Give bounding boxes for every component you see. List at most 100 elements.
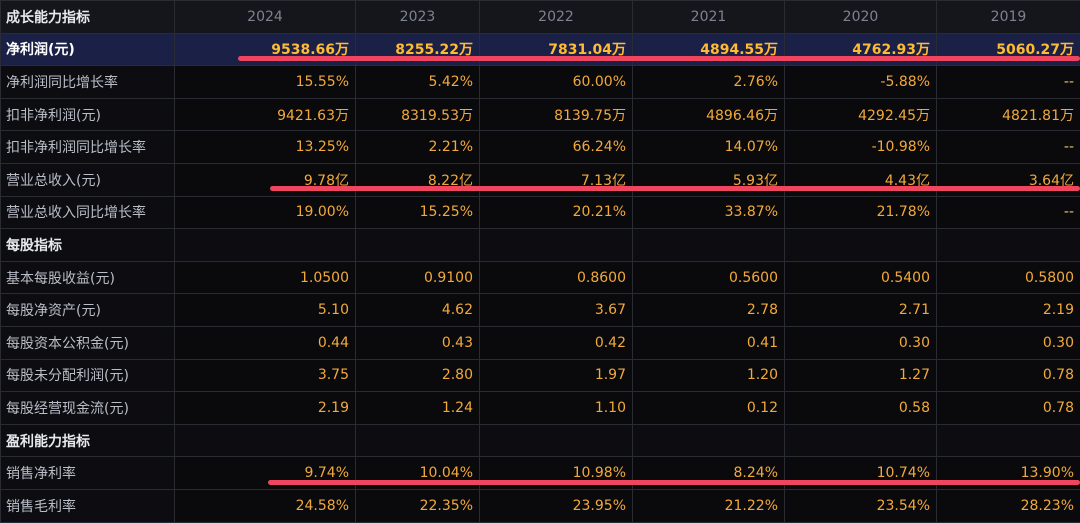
value-cell: 0.5800 [937, 261, 1080, 294]
value-cell: 0.78 [937, 392, 1080, 425]
value-cell: 1.10 [480, 392, 633, 425]
value-cell: 0.58 [785, 392, 937, 425]
value-cell: 8139.75万 [480, 98, 633, 131]
value-cell: 0.30 [785, 326, 937, 359]
header-label: 成长能力指标 [1, 1, 175, 34]
value-cell: 0.5600 [633, 261, 785, 294]
empty-cell [356, 229, 480, 262]
value-cell: 7.13亿 [480, 163, 633, 196]
empty-cell [937, 424, 1080, 457]
value-cell: 2.71 [785, 294, 937, 327]
row-label: 营业总收入(元) [1, 163, 175, 196]
value-cell: 0.78 [937, 359, 1080, 392]
value-cell: 23.54% [785, 489, 937, 522]
value-cell: 22.35% [356, 489, 480, 522]
section-title: 每股指标 [1, 229, 175, 262]
empty-cell [175, 229, 356, 262]
value-cell: 3.75 [175, 359, 356, 392]
row-label: 扣非净利润同比增长率 [1, 131, 175, 164]
value-cell: 9.78亿 [175, 163, 356, 196]
value-cell: 0.9100 [356, 261, 480, 294]
value-cell: 15.55% [175, 66, 356, 99]
row-label: 净利润同比增长率 [1, 66, 175, 99]
value-cell: 3.67 [480, 294, 633, 327]
value-cell: 0.12 [633, 392, 785, 425]
empty-cell [480, 229, 633, 262]
value-cell: 1.27 [785, 359, 937, 392]
value-cell: -- [937, 196, 1080, 229]
value-cell: 21.22% [633, 489, 785, 522]
header-year[interactable]: 2023 [356, 1, 480, 34]
row-label: 扣非净利润(元) [1, 98, 175, 131]
value-cell: 4292.45万 [785, 98, 937, 131]
value-cell: 2.80 [356, 359, 480, 392]
value-cell: 13.25% [175, 131, 356, 164]
row-label: 基本每股收益(元) [1, 261, 175, 294]
header-year[interactable]: 2024 [175, 1, 356, 34]
section-row: 每股指标 [1, 229, 1080, 262]
row-label: 每股资本公积金(元) [1, 326, 175, 359]
value-cell: -5.88% [785, 66, 937, 99]
row-label: 营业总收入同比增长率 [1, 196, 175, 229]
header-year[interactable]: 2020 [785, 1, 937, 34]
value-cell: 1.24 [356, 392, 480, 425]
value-cell: 2.78 [633, 294, 785, 327]
value-cell: 0.8600 [480, 261, 633, 294]
value-cell: 20.21% [480, 196, 633, 229]
value-cell: 5.10 [175, 294, 356, 327]
value-cell: 21.78% [785, 196, 937, 229]
value-cell: 3.64亿 [937, 163, 1080, 196]
value-cell: 0.5400 [785, 261, 937, 294]
value-cell: 14.07% [633, 131, 785, 164]
value-cell: -- [937, 131, 1080, 164]
value-cell: 23.95% [480, 489, 633, 522]
annotation-underline-revenue [270, 186, 1080, 191]
row-label: 每股经营现金流(元) [1, 392, 175, 425]
value-cell: 8.22亿 [356, 163, 480, 196]
value-cell: 19.00% [175, 196, 356, 229]
empty-cell [356, 424, 480, 457]
value-cell: 60.00% [480, 66, 633, 99]
value-cell: 4.43亿 [785, 163, 937, 196]
value-cell: 24.58% [175, 489, 356, 522]
empty-cell [785, 424, 937, 457]
value-cell: 33.87% [633, 196, 785, 229]
empty-cell [175, 424, 356, 457]
value-cell: 2.21% [356, 131, 480, 164]
row-label: 每股净资产(元) [1, 294, 175, 327]
value-cell: 1.97 [480, 359, 633, 392]
empty-cell [937, 229, 1080, 262]
value-cell: 5.93亿 [633, 163, 785, 196]
header-year[interactable]: 2021 [633, 1, 785, 34]
value-cell: 4.62 [356, 294, 480, 327]
value-cell: 4896.46万 [633, 98, 785, 131]
header-year[interactable]: 2022 [480, 1, 633, 34]
section-row: 盈利能力指标 [1, 424, 1080, 457]
row-label: 每股未分配利润(元) [1, 359, 175, 392]
value-cell: 2.76% [633, 66, 785, 99]
value-cell: 2.19 [937, 294, 1080, 327]
annotation-underline-net-margin [268, 480, 1080, 485]
section-title: 盈利能力指标 [1, 424, 175, 457]
value-cell: -- [937, 66, 1080, 99]
row-label: 销售毛利率 [1, 489, 175, 522]
value-cell: 1.20 [633, 359, 785, 392]
header-year[interactable]: 2019 [937, 1, 1080, 34]
value-cell: 5.42% [356, 66, 480, 99]
value-cell: 15.25% [356, 196, 480, 229]
value-cell: 0.44 [175, 326, 356, 359]
row-label: 净利润(元) [1, 33, 175, 66]
table-header-row: 成长能力指标 2024 2023 2022 2021 2020 2019 [1, 1, 1080, 34]
value-cell: 66.24% [480, 131, 633, 164]
value-cell: 0.41 [633, 326, 785, 359]
